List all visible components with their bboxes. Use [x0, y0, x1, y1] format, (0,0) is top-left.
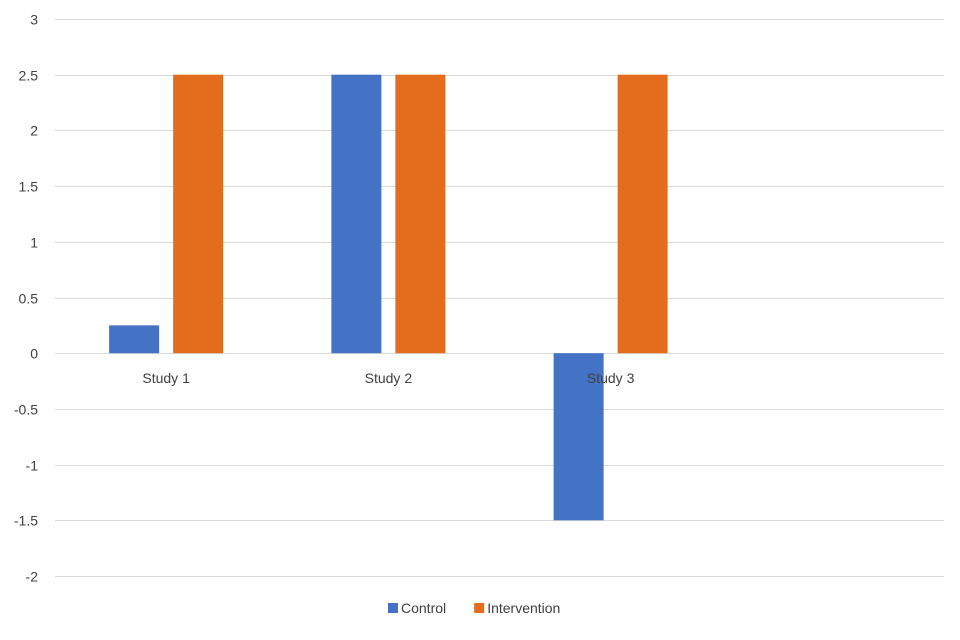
- legend-swatch-intervention: [474, 603, 485, 613]
- x-category-label: Study 3: [587, 370, 635, 386]
- legend-swatch-control: [388, 603, 398, 613]
- y-tick-label: 0: [30, 346, 38, 362]
- x-category-label: Study 1: [142, 370, 190, 386]
- y-tick-label: 0.5: [19, 291, 39, 307]
- y-tick-label: 3: [30, 12, 38, 28]
- y-tick-label: -1: [26, 458, 39, 474]
- y-tick-label: -1.5: [14, 513, 38, 529]
- y-tick-label: 1: [30, 235, 38, 251]
- y-tick-label: 1.5: [19, 179, 39, 195]
- x-axis-category-labels: Study 1 Study 2 Study 3: [142, 370, 634, 386]
- bar-control-study-3: [553, 353, 604, 521]
- bar-intervention-study-3: [617, 74, 668, 354]
- legend: Control Intervention: [388, 600, 560, 616]
- y-tick-label: -0.5: [14, 402, 38, 418]
- y-tick-label: -2: [26, 569, 39, 585]
- bars: [109, 74, 668, 521]
- y-axis-tick-labels: -2 -1.5 -1 -0.5 0 0.5 1 1.5 2 2.5 3: [14, 12, 38, 585]
- bar-control-study-2: [331, 74, 382, 354]
- bar-control-study-1: [109, 325, 160, 354]
- legend-label-intervention: Intervention: [487, 600, 560, 616]
- legend-label-control: Control: [401, 600, 446, 616]
- y-tick-label: 2: [30, 123, 38, 139]
- x-category-label: Study 2: [365, 370, 413, 386]
- bar-intervention-study-1: [173, 74, 224, 354]
- y-tick-label: 2.5: [19, 68, 39, 84]
- bar-intervention-study-2: [395, 74, 446, 354]
